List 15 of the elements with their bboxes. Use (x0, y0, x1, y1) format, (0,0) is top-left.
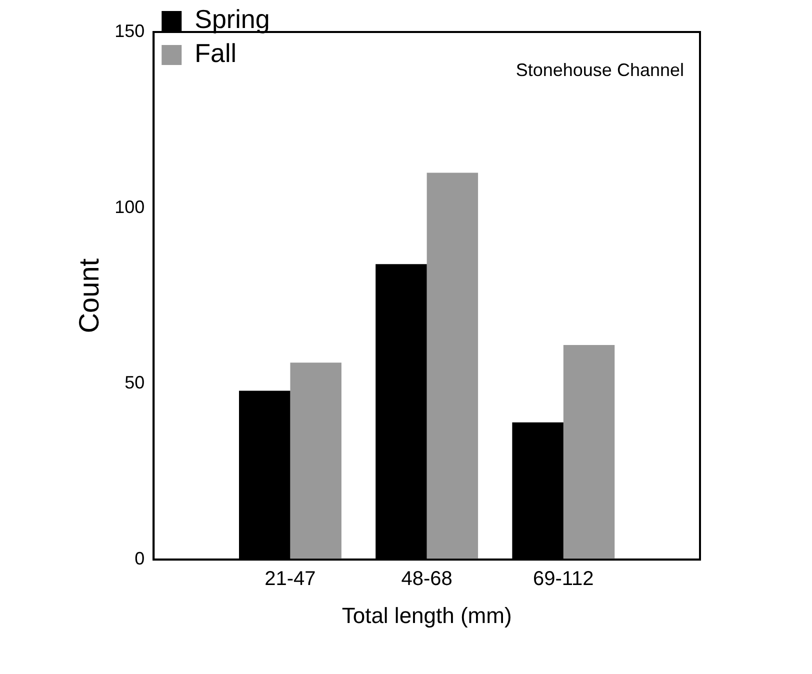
y-tick-label: 50 (124, 372, 145, 393)
legend-label: Fall (194, 38, 237, 68)
x-tick-label: 48-68 (401, 568, 452, 590)
x-axis-title: Total length (mm) (342, 602, 512, 628)
x-tick-label: 69-112 (533, 568, 594, 590)
bar (563, 345, 615, 560)
y-tick-label: 150 (114, 20, 145, 41)
y-tick-label: 0 (134, 548, 145, 569)
legend-label: Spring (194, 4, 270, 34)
bar (426, 172, 478, 560)
annotation: Stonehouse Channel (516, 60, 684, 80)
x-tick-label: 21-47 (264, 568, 316, 590)
y-axis-title: Count (74, 258, 105, 334)
y-tick-label: 100 (114, 196, 145, 217)
bar (290, 362, 342, 560)
